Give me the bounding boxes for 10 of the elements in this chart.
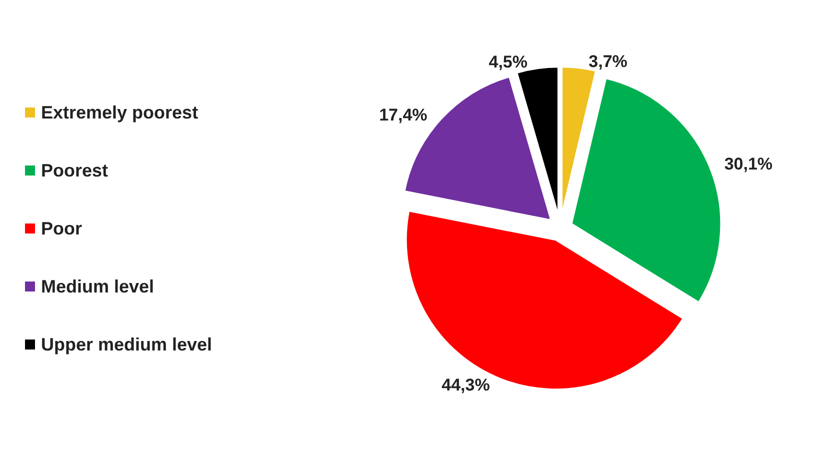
legend-label: Medium level — [41, 276, 154, 296]
data-label: 30,1% — [724, 154, 773, 174]
legend-label: Poorest — [41, 160, 108, 180]
legend-label: Upper medium level — [41, 334, 212, 354]
data-label: 4,5% — [488, 52, 528, 72]
data-label: 3,7% — [588, 52, 628, 72]
legend-label: Extremely poorest — [41, 102, 198, 122]
data-label: 44,3% — [442, 375, 490, 394]
legend-label: Poor — [41, 218, 82, 238]
data-label: 17,4% — [379, 106, 428, 125]
